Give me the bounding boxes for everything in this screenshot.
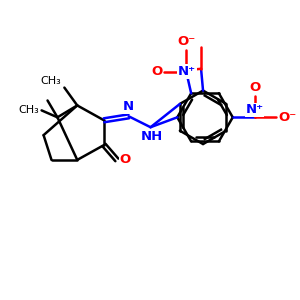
Text: O: O bbox=[249, 80, 260, 94]
Text: N: N bbox=[123, 100, 134, 113]
Text: O⁻: O⁻ bbox=[278, 111, 297, 124]
Text: CH₃: CH₃ bbox=[41, 76, 62, 85]
Text: NH: NH bbox=[140, 130, 163, 143]
Text: O: O bbox=[151, 65, 162, 78]
Text: O⁻: O⁻ bbox=[177, 35, 195, 48]
Text: O: O bbox=[120, 153, 131, 167]
Text: CH₃: CH₃ bbox=[19, 105, 40, 116]
Text: N⁺: N⁺ bbox=[178, 65, 196, 78]
Text: N⁺: N⁺ bbox=[245, 103, 264, 116]
